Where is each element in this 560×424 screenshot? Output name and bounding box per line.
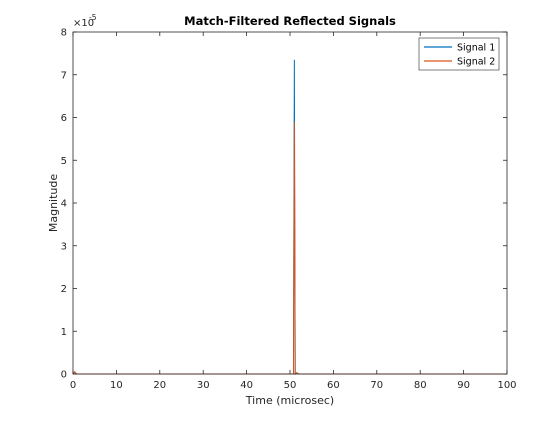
legend-box	[418, 37, 500, 71]
x-axis-label: Time (microsec)	[245, 394, 334, 407]
y-tick-label: 1	[61, 327, 67, 338]
legend-label-signal-1: Signal 1	[457, 43, 495, 54]
y-tick-label: 2	[61, 284, 67, 295]
x-tick-label: 30	[197, 380, 210, 391]
y-tick-label: 0	[61, 370, 67, 381]
legend: Signal 1 Signal 2	[418, 37, 500, 71]
x-tick-label: 80	[414, 380, 427, 391]
y-axis-label: Magnitude	[47, 174, 60, 233]
chart-title: Match-Filtered Reflected Signals	[184, 14, 396, 28]
x-tick-label: 20	[153, 380, 166, 391]
y-tick-label: 5	[61, 156, 67, 167]
x-tick-label: 10	[110, 380, 123, 391]
y-tick-label: 8	[61, 28, 67, 39]
y-tick-label: 4	[61, 199, 67, 210]
x-tick-label: 50	[284, 380, 297, 391]
y-axis-exponent-base: ×10	[73, 18, 94, 29]
x-tick-label: 90	[457, 380, 470, 391]
axes-background	[73, 32, 507, 374]
y-tick-label: 3	[61, 241, 67, 252]
series-layer	[72, 59, 507, 375]
y-tick-label: 7	[61, 70, 67, 81]
series-line-signal-2	[72, 121, 507, 375]
x-tick-label: 100	[497, 380, 516, 391]
x-tick-label: 40	[240, 380, 253, 391]
x-tick-label: 0	[70, 380, 76, 391]
x-tick-label: 70	[370, 380, 383, 391]
x-tick-label: 60	[327, 380, 340, 391]
y-tick-label: 6	[61, 113, 67, 124]
y-axis-exponent-power: -5	[89, 13, 97, 22]
y-axis-exponent-label: ×10 -5	[73, 13, 97, 29]
tick-layer: 0 10 20 30 40 50 60 70 80 90 100 0 1 2 3 4 5 6 7 8	[61, 28, 517, 392]
legend-label-signal-2: Signal 2	[457, 57, 495, 68]
